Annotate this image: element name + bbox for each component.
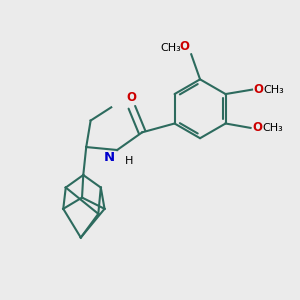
Text: CH₃: CH₃ xyxy=(160,43,181,53)
Text: H: H xyxy=(124,156,133,166)
Text: O: O xyxy=(127,92,137,104)
Text: O: O xyxy=(252,122,262,134)
Text: O: O xyxy=(180,40,190,53)
Text: CH₃: CH₃ xyxy=(264,85,285,94)
Text: CH₃: CH₃ xyxy=(262,123,283,133)
Text: O: O xyxy=(254,83,263,96)
Text: N: N xyxy=(104,152,115,164)
